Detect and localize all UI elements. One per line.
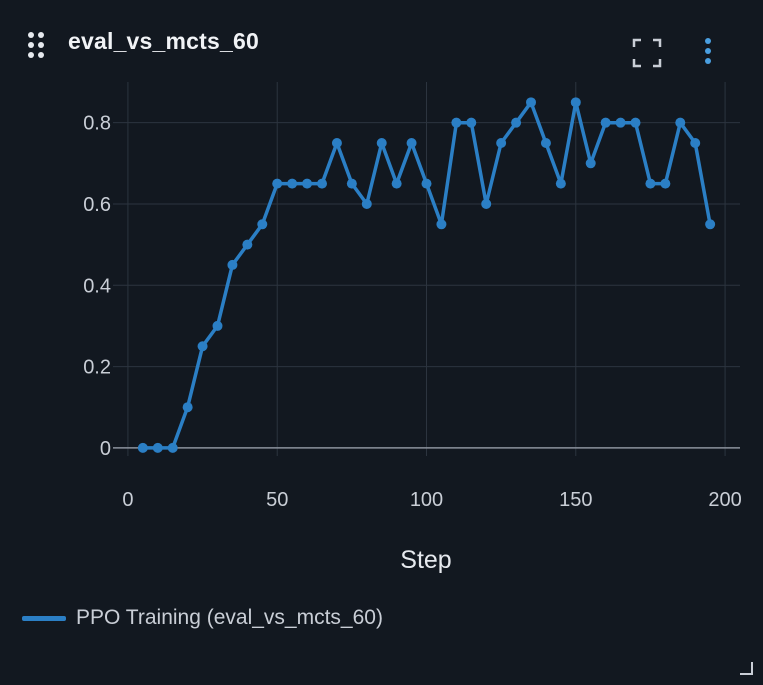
x-tick-label: 100 (410, 489, 443, 511)
y-tick-label: 0.6 (83, 194, 111, 216)
data-point[interactable] (600, 117, 611, 128)
fullscreen-icon (632, 38, 662, 68)
y-tick-label: 0.2 (83, 357, 111, 379)
data-point[interactable] (496, 137, 507, 148)
data-point[interactable] (287, 178, 298, 189)
data-point[interactable] (257, 219, 268, 230)
data-point[interactable] (361, 198, 372, 209)
legend-item[interactable]: PPO Training (eval_vs_mcts_60) (22, 606, 383, 630)
fullscreen-button[interactable] (632, 38, 662, 68)
data-point[interactable] (690, 137, 701, 148)
more-options-button[interactable] (700, 36, 718, 68)
data-point[interactable] (272, 178, 283, 189)
x-tick-label: 200 (708, 489, 741, 511)
grid-lines (113, 82, 740, 456)
x-tick-label: 50 (266, 489, 288, 511)
data-point[interactable] (421, 178, 432, 189)
data-point[interactable] (212, 320, 223, 331)
y-tick-label: 0.4 (83, 275, 111, 297)
drag-handle-icon[interactable] (28, 32, 48, 60)
data-point[interactable] (182, 402, 193, 413)
data-point[interactable] (436, 219, 447, 230)
data-point[interactable] (555, 178, 566, 189)
data-point[interactable] (540, 137, 551, 148)
data-point[interactable] (615, 117, 626, 128)
data-point[interactable] (242, 239, 253, 250)
data-point[interactable] (331, 137, 342, 148)
data-point[interactable] (570, 97, 581, 108)
data-point[interactable] (167, 442, 178, 453)
data-point[interactable] (451, 117, 462, 128)
data-point[interactable] (511, 117, 522, 128)
data-point[interactable] (197, 341, 208, 352)
data-point[interactable] (406, 137, 417, 148)
x-tick-label: 150 (559, 489, 592, 511)
data-point[interactable] (481, 198, 492, 209)
chart-title: eval_vs_mcts_60 (68, 28, 259, 54)
data-point[interactable] (302, 178, 313, 189)
line-chart[interactable]: 0 50 100 150 200 0 0.2 0.4 0.6 0.8 Step (0, 0, 763, 600)
data-point[interactable] (585, 158, 596, 169)
data-point[interactable] (317, 178, 327, 189)
data-point[interactable] (466, 117, 477, 128)
series-layer (137, 97, 716, 453)
data-point[interactable] (152, 442, 163, 453)
data-point[interactable] (526, 97, 536, 108)
data-point[interactable] (630, 117, 641, 128)
data-point[interactable] (705, 219, 716, 230)
data-point[interactable] (660, 178, 671, 189)
legend-label: PPO Training (eval_vs_mcts_60) (76, 606, 383, 629)
data-point[interactable] (675, 117, 686, 128)
data-point[interactable] (645, 178, 656, 189)
legend-swatch (22, 615, 66, 621)
y-tick-label: 0.8 (83, 113, 111, 135)
data-point[interactable] (391, 178, 402, 189)
x-tick-label: 0 (122, 489, 133, 511)
more-vertical-icon (705, 38, 711, 44)
data-point[interactable] (137, 442, 148, 453)
data-point[interactable] (227, 259, 238, 270)
data-point[interactable] (376, 137, 387, 148)
data-point[interactable] (346, 178, 357, 189)
axes: 0 50 100 150 200 0 0.2 0.4 0.6 0.8 (83, 113, 742, 511)
x-axis-label: Step (400, 546, 451, 574)
y-tick-label: 0 (100, 438, 111, 460)
resize-handle-icon[interactable] (738, 660, 754, 676)
